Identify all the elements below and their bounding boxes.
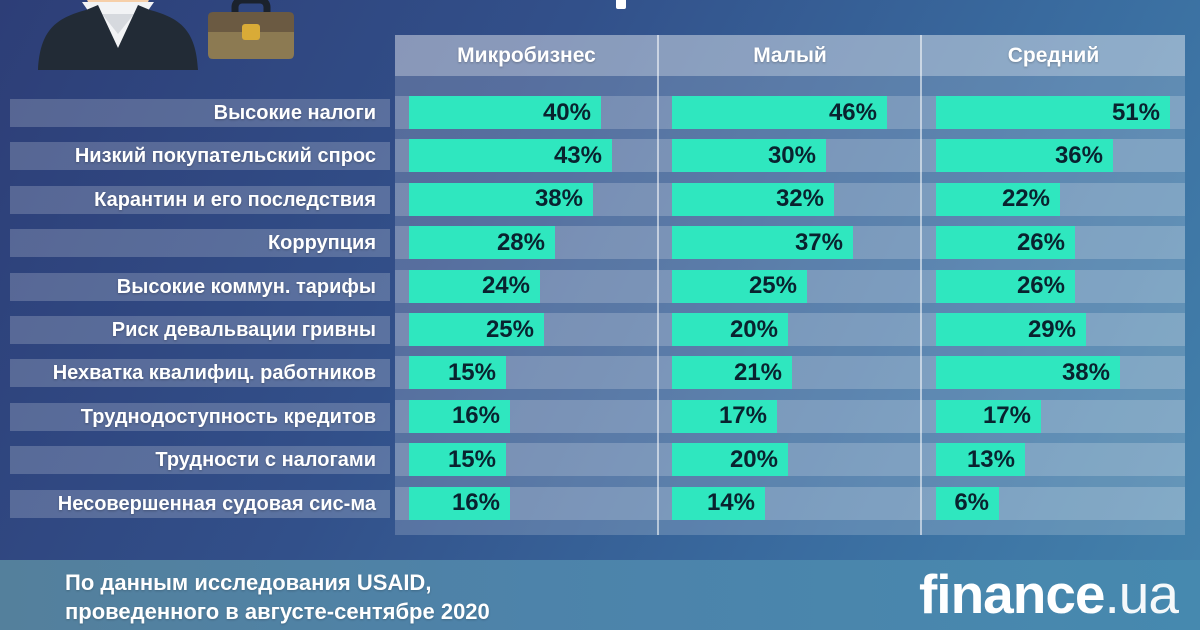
value-bar: 38% [409, 182, 593, 216]
row-track: 26% [922, 269, 1185, 303]
row-track: 20% [658, 443, 922, 477]
value-bar: 37% [672, 226, 853, 260]
value-bar: 16% [409, 486, 510, 520]
row-track: 17% [922, 399, 1185, 433]
row-track: 15% [395, 443, 658, 477]
row-track: 28% [395, 226, 658, 260]
row-track: 17% [658, 399, 922, 433]
row-label: Коррупция [10, 229, 390, 258]
row-label: Трудности с налогами [10, 446, 390, 475]
value-bar: 28% [409, 226, 555, 260]
value-bar: 24% [409, 269, 540, 303]
value-bar: 51% [936, 96, 1170, 129]
row-label: Карантин и его последствия [10, 185, 390, 214]
chart-row: Высокие коммун. тарифы 24% 25% 26% [0, 269, 1200, 303]
row-track: 25% [395, 313, 658, 346]
column-header-medium: Средний [1007, 43, 1100, 67]
row-label: Несовершенная судовая сис-ма [10, 489, 390, 518]
row-track: 30% [658, 139, 922, 173]
chart-row: Карантин и его последствия 38% 32% 22% [0, 182, 1200, 216]
chart-row: Труднодоступность кредитов 16% 17% 17% [0, 399, 1200, 433]
value-bar: 15% [409, 443, 506, 477]
column-divider [920, 35, 922, 535]
briefcase-icon [208, 0, 294, 59]
value-bar: 13% [936, 443, 1025, 477]
source-note: По данным исследования USAID, проведенно… [65, 568, 490, 626]
value-bar: 17% [672, 399, 777, 433]
row-track: 32% [658, 182, 922, 216]
value-bar: 17% [936, 399, 1041, 433]
row-track: 36% [922, 139, 1185, 173]
value-bar: 20% [672, 443, 788, 477]
value-bar: 16% [409, 399, 510, 433]
value-bar: 14% [672, 486, 765, 520]
finance-ua-logo: finance.ua [918, 562, 1179, 626]
row-track: 22% [922, 182, 1185, 216]
row-label: Высокие коммун. тарифы [10, 272, 390, 301]
column-header-small: Малый [753, 43, 827, 67]
value-bar: 6% [936, 486, 999, 520]
chart-row: Низкий покупательский спрос 43% 30% 36% [0, 139, 1200, 173]
column-header-micro: Микробизнес [457, 43, 596, 67]
footer: По данным исследования USAID, проведенно… [0, 560, 1200, 630]
value-bar: 46% [672, 96, 887, 129]
chart-row: Несовершенная судовая сис-ма 16% 14% 6% [0, 486, 1200, 520]
value-bar: 20% [672, 313, 788, 346]
row-label: Высокие налоги [10, 99, 390, 127]
row-track: 38% [922, 356, 1185, 390]
row-label: Низкий покупательский спрос [10, 142, 390, 171]
value-bar: 26% [936, 226, 1075, 260]
value-bar: 25% [409, 313, 544, 346]
value-bar: 29% [936, 313, 1086, 346]
row-label: Нехватка квалифиц. работников [10, 359, 390, 388]
chart-row: Риск девальвации гривны 25% 20% 29% [0, 313, 1200, 346]
row-track: 37% [658, 226, 922, 260]
chart-row: Трудности с налогами 15% 20% 13% [0, 443, 1200, 477]
row-track: 16% [395, 399, 658, 433]
value-bar: 32% [672, 182, 834, 216]
row-track: 20% [658, 313, 922, 346]
row-track: 46% [658, 96, 922, 129]
column-header-band [395, 35, 1185, 76]
source-note-line2: проведенного в августе-сентябре 2020 [65, 599, 490, 624]
row-track: 15% [395, 356, 658, 390]
value-bar: 40% [409, 96, 601, 129]
row-track: 24% [395, 269, 658, 303]
row-track: 29% [922, 313, 1185, 346]
value-bar: 36% [936, 139, 1113, 173]
row-track: 25% [658, 269, 922, 303]
row-track: 13% [922, 443, 1185, 477]
value-bar: 43% [409, 139, 612, 173]
row-label: Труднодоступность кредитов [10, 402, 390, 431]
value-bar: 30% [672, 139, 826, 173]
value-bar: 26% [936, 269, 1075, 303]
value-bar: 38% [936, 356, 1120, 390]
row-track: 38% [395, 182, 658, 216]
row-track: 6% [922, 486, 1185, 520]
row-track: 40% [395, 96, 658, 129]
row-track: 51% [922, 96, 1185, 129]
logo-domain-text: .ua [1104, 563, 1179, 625]
businessman-icon [38, 0, 198, 70]
chart-row: Нехватка квалифиц. работников 15% 21% 38% [0, 356, 1200, 390]
value-bar: 21% [672, 356, 792, 390]
logo-brand-text: finance [918, 563, 1106, 625]
value-bar: 22% [936, 182, 1060, 216]
row-track: 21% [658, 356, 922, 390]
value-bar: 15% [409, 356, 506, 390]
row-track: 43% [395, 139, 658, 173]
source-note-line1: По данным исследования USAID, [65, 570, 432, 595]
cropped-title-fragment [616, 0, 626, 9]
row-track: 16% [395, 486, 658, 520]
row-track: 14% [658, 486, 922, 520]
chart-row: Коррупция 28% 37% 26% [0, 226, 1200, 260]
row-track: 26% [922, 226, 1185, 260]
value-bar: 25% [672, 269, 807, 303]
row-label: Риск девальвации гривны [10, 316, 390, 344]
column-divider [657, 35, 659, 535]
chart-row: Высокие налоги 40% 46% 51% [0, 96, 1200, 129]
